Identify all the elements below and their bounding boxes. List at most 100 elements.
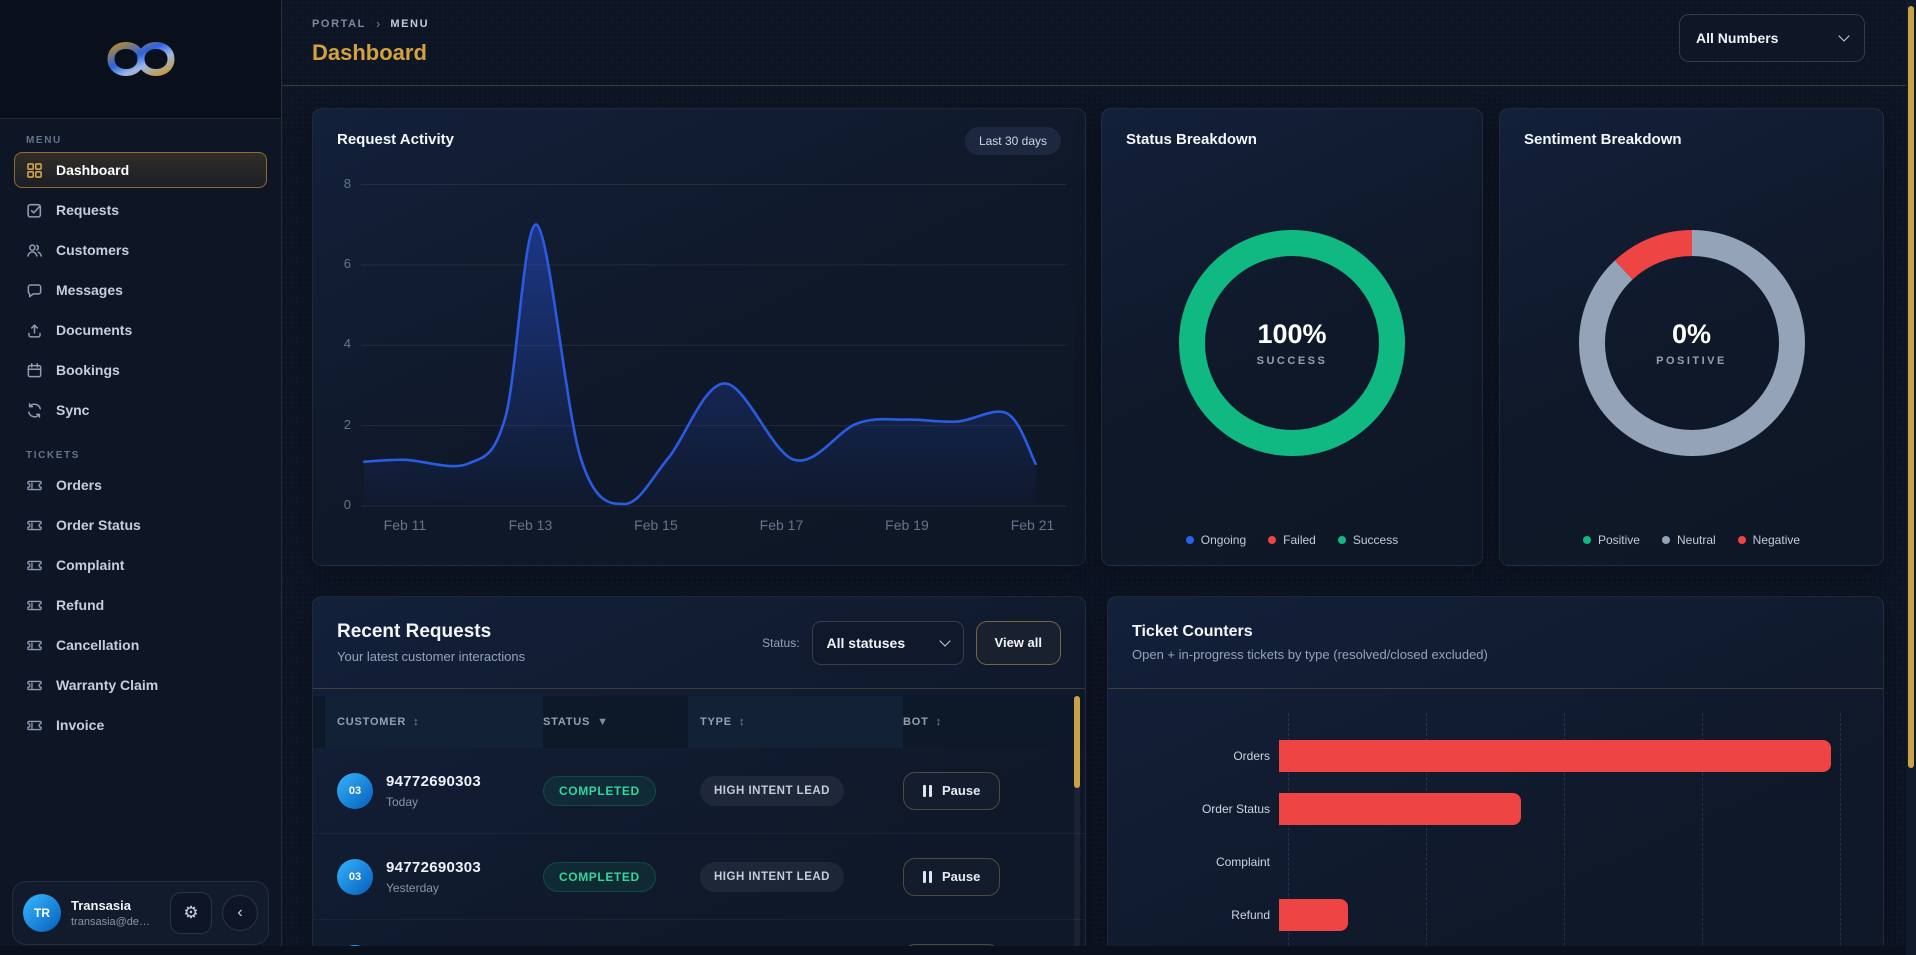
sidebar-item-bookings[interactable]: Bookings bbox=[14, 352, 267, 388]
legend-item-success: Success bbox=[1337, 533, 1398, 547]
table-row[interactable]: 03 94772690303 Today COMPLETED HIGH INTENT L… bbox=[313, 748, 1085, 834]
table-body: 03 94772690303 Today COMPLETED HIGH INTENT L… bbox=[313, 748, 1085, 955]
sidebar-item-invoice[interactable]: Invoice bbox=[14, 707, 267, 743]
status-donut-chart: 100% SUCCESS bbox=[1176, 227, 1408, 459]
main-content: Request Activity Last 30 days 0 2 4 6 8 Feb 1… bbox=[282, 86, 1916, 955]
recent-requests-title: Recent Requests bbox=[337, 621, 492, 642]
sidebar-item-label: Refund bbox=[56, 597, 105, 613]
bar-label: Refund bbox=[1231, 907, 1270, 922]
legend-label: Negative bbox=[1752, 533, 1801, 547]
settings-button[interactable]: ⚙ bbox=[170, 892, 212, 934]
ticket-counters-card: Ticket Counters Open + in-progress ticke… bbox=[1107, 596, 1884, 955]
grid-icon bbox=[25, 161, 43, 179]
table-scrollbar-thumb[interactable] bbox=[1074, 696, 1080, 788]
sidebar-item-requests[interactable]: Requests bbox=[14, 192, 267, 228]
bar[interactable] bbox=[1279, 898, 1348, 931]
bar-track bbox=[1279, 792, 1831, 825]
legend-dot-icon bbox=[1661, 536, 1670, 544]
status-breakdown-card: Status Breakdown 100% SUCCESS Ongoing Fai… bbox=[1101, 108, 1483, 566]
status-breakdown-title: Status Breakdown bbox=[1126, 131, 1257, 148]
sidebar-item-label: Bookings bbox=[56, 362, 120, 378]
tickets-menu: Orders Order Status Complaint Refund Cancell… bbox=[0, 467, 281, 743]
breadcrumb-menu[interactable]: MENU bbox=[390, 17, 430, 30]
main-menu: Dashboard Requests Customers Messages Docume… bbox=[0, 152, 281, 428]
sidebar-item-label: Messages bbox=[56, 282, 123, 298]
sidebar-item-customers[interactable]: Customers bbox=[14, 232, 267, 268]
type-cell: HIGH INTENT LEAD bbox=[700, 775, 903, 806]
x-axis-label: Feb 19 bbox=[885, 517, 929, 533]
sidebar-item-label: Complaint bbox=[56, 557, 125, 573]
status-filter-select[interactable]: All statuses bbox=[811, 620, 964, 665]
sentiment-center-value: 0% bbox=[1671, 319, 1712, 349]
date-range-badge: Last 30 days bbox=[964, 127, 1061, 155]
sort-icon[interactable]: ▼ bbox=[597, 716, 609, 728]
column-header-type[interactable]: TYPE ↕ bbox=[688, 696, 903, 748]
user-email: transasia@de… bbox=[71, 916, 151, 928]
breadcrumb-portal[interactable]: PORTAL bbox=[312, 17, 367, 30]
type-badge: HIGH INTENT LEAD bbox=[700, 861, 844, 892]
status-cell: COMPLETED bbox=[543, 775, 700, 806]
legend-item-failed: Failed bbox=[1268, 533, 1316, 547]
menu-section-label: MENU bbox=[26, 135, 62, 146]
page-scrollbar-thumb[interactable] bbox=[1908, 6, 1914, 768]
sort-icon[interactable]: ↕ bbox=[935, 716, 942, 728]
avatar: 03 bbox=[337, 858, 373, 895]
bot-cell: Pause bbox=[903, 857, 1063, 896]
users-icon bbox=[25, 241, 43, 259]
table-scrollbar[interactable] bbox=[1074, 696, 1080, 955]
bar[interactable] bbox=[1279, 792, 1521, 825]
message-icon bbox=[25, 281, 43, 299]
column-header-bot[interactable]: BOT ↕ bbox=[903, 696, 1063, 748]
sidebar-collapse-button[interactable]: ‹ bbox=[222, 895, 258, 931]
sidebar-item-refund[interactable]: Refund bbox=[14, 587, 267, 623]
sidebar-item-documents[interactable]: Documents bbox=[14, 312, 267, 348]
sidebar-item-complaint[interactable]: Complaint bbox=[14, 547, 267, 583]
sort-icon[interactable]: ↕ bbox=[738, 716, 746, 728]
horizontal-scrollbar[interactable] bbox=[0, 946, 1906, 955]
pause-button[interactable]: Pause bbox=[903, 771, 1001, 810]
column-label: TYPE bbox=[700, 716, 732, 728]
view-all-button[interactable]: View all bbox=[975, 620, 1061, 665]
pause-button[interactable]: Pause bbox=[903, 857, 1001, 896]
table-row[interactable]: 03 94772690303 Yesterday COMPLETED HIGH INTE… bbox=[313, 834, 1085, 920]
numbers-filter-select[interactable]: All Numbers bbox=[1679, 14, 1865, 62]
bar-row-complaint: Complaint bbox=[1108, 835, 1838, 888]
sentiment-breakdown-title: Sentiment Breakdown bbox=[1524, 131, 1682, 148]
bar-track bbox=[1279, 739, 1831, 772]
column-header-status[interactable]: STATUS ▼ bbox=[543, 696, 700, 748]
column-header-customer[interactable]: CUSTOMER ↕ bbox=[325, 696, 543, 748]
customer-info: 94772690303 Yesterday bbox=[386, 859, 481, 895]
user-card[interactable]: TR Transasia transasia@de… ⚙ ‹ bbox=[12, 881, 269, 945]
sidebar-item-cancellation[interactable]: Cancellation bbox=[14, 627, 267, 663]
sidebar-item-dashboard[interactable]: Dashboard bbox=[14, 152, 267, 188]
request-activity-card: Request Activity Last 30 days 0 2 4 6 8 Feb 1… bbox=[312, 108, 1086, 566]
legend-dot-icon bbox=[1582, 536, 1591, 544]
sort-icon[interactable]: ↕ bbox=[413, 716, 420, 728]
gear-icon: ⚙ bbox=[183, 903, 199, 922]
sidebar-item-label: Orders bbox=[56, 477, 102, 493]
sidebar-item-warranty-claim[interactable]: Warranty Claim bbox=[14, 667, 267, 703]
numbers-filter-value: All Numbers bbox=[1696, 30, 1779, 46]
sidebar-item-orders[interactable]: Orders bbox=[14, 467, 267, 503]
request-activity-chart: 0 2 4 6 8 Feb 11 Feb 13 Feb 15 Feb 17 Feb 19 Feb 2… bbox=[313, 109, 1085, 565]
request-activity-title: Request Activity bbox=[337, 131, 454, 148]
tickets-section-label: TICKETS bbox=[26, 450, 80, 461]
x-axis-label: Feb 21 bbox=[1010, 517, 1055, 533]
customer-time: Today bbox=[386, 794, 419, 809]
sidebar-item-order-status[interactable]: Order Status bbox=[14, 507, 267, 543]
bar-track bbox=[1279, 846, 1831, 878]
sidebar-item-sync[interactable]: Sync bbox=[14, 392, 267, 428]
bar-track bbox=[1279, 898, 1831, 931]
sidebar-item-messages[interactable]: Messages bbox=[14, 272, 267, 308]
status-center-label: SUCCESS bbox=[1256, 355, 1328, 367]
x-axis-label: Feb 11 bbox=[383, 517, 427, 533]
gridline bbox=[1840, 713, 1841, 955]
legend-item-neutral: Neutral bbox=[1661, 533, 1716, 547]
page-scrollbar[interactable] bbox=[1906, 0, 1916, 955]
logo-area bbox=[0, 0, 281, 119]
column-label: BOT bbox=[903, 716, 929, 728]
legend-dot-icon bbox=[1337, 536, 1346, 544]
bar[interactable] bbox=[1279, 739, 1831, 772]
